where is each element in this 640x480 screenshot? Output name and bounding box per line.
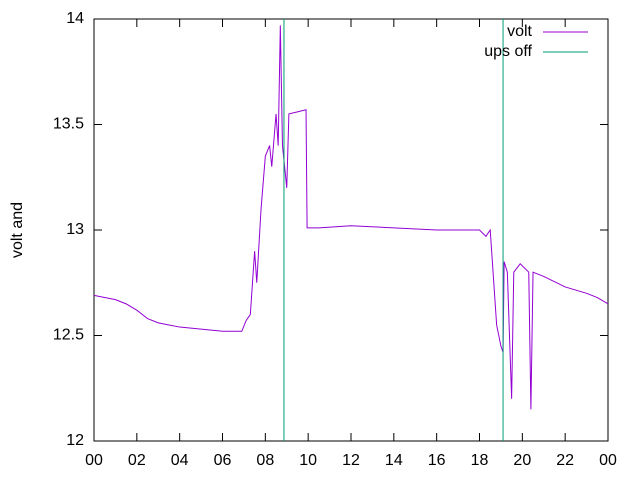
y-tick-label: 12 xyxy=(66,432,84,449)
x-tick-label: 06 xyxy=(214,452,232,469)
y-tick-label: 14 xyxy=(66,10,84,27)
x-tick-label: 10 xyxy=(299,452,317,469)
y-tick-label: 12.5 xyxy=(53,327,84,344)
x-tick-label: 18 xyxy=(471,452,489,469)
x-tick-label: 16 xyxy=(428,452,446,469)
y-tick-label: 13.5 xyxy=(53,116,84,133)
x-tick-label: 00 xyxy=(599,452,617,469)
legend-label: volt xyxy=(507,23,532,40)
x-tick-label: 00 xyxy=(85,452,103,469)
x-tick-label: 20 xyxy=(513,452,531,469)
x-tick-label: 12 xyxy=(342,452,360,469)
y-axis-label: volt and xyxy=(9,202,26,258)
legend-label: ups off xyxy=(484,43,532,60)
series-line xyxy=(93,25,609,410)
x-tick-label: 02 xyxy=(128,452,146,469)
plot-border xyxy=(93,18,609,442)
y-tick-label: 13 xyxy=(66,221,84,238)
x-tick-label: 22 xyxy=(556,452,574,469)
x-tick-label: 14 xyxy=(385,452,403,469)
x-tick-label: 08 xyxy=(256,452,274,469)
x-tick-label: 04 xyxy=(171,452,189,469)
series-line xyxy=(283,19,504,441)
